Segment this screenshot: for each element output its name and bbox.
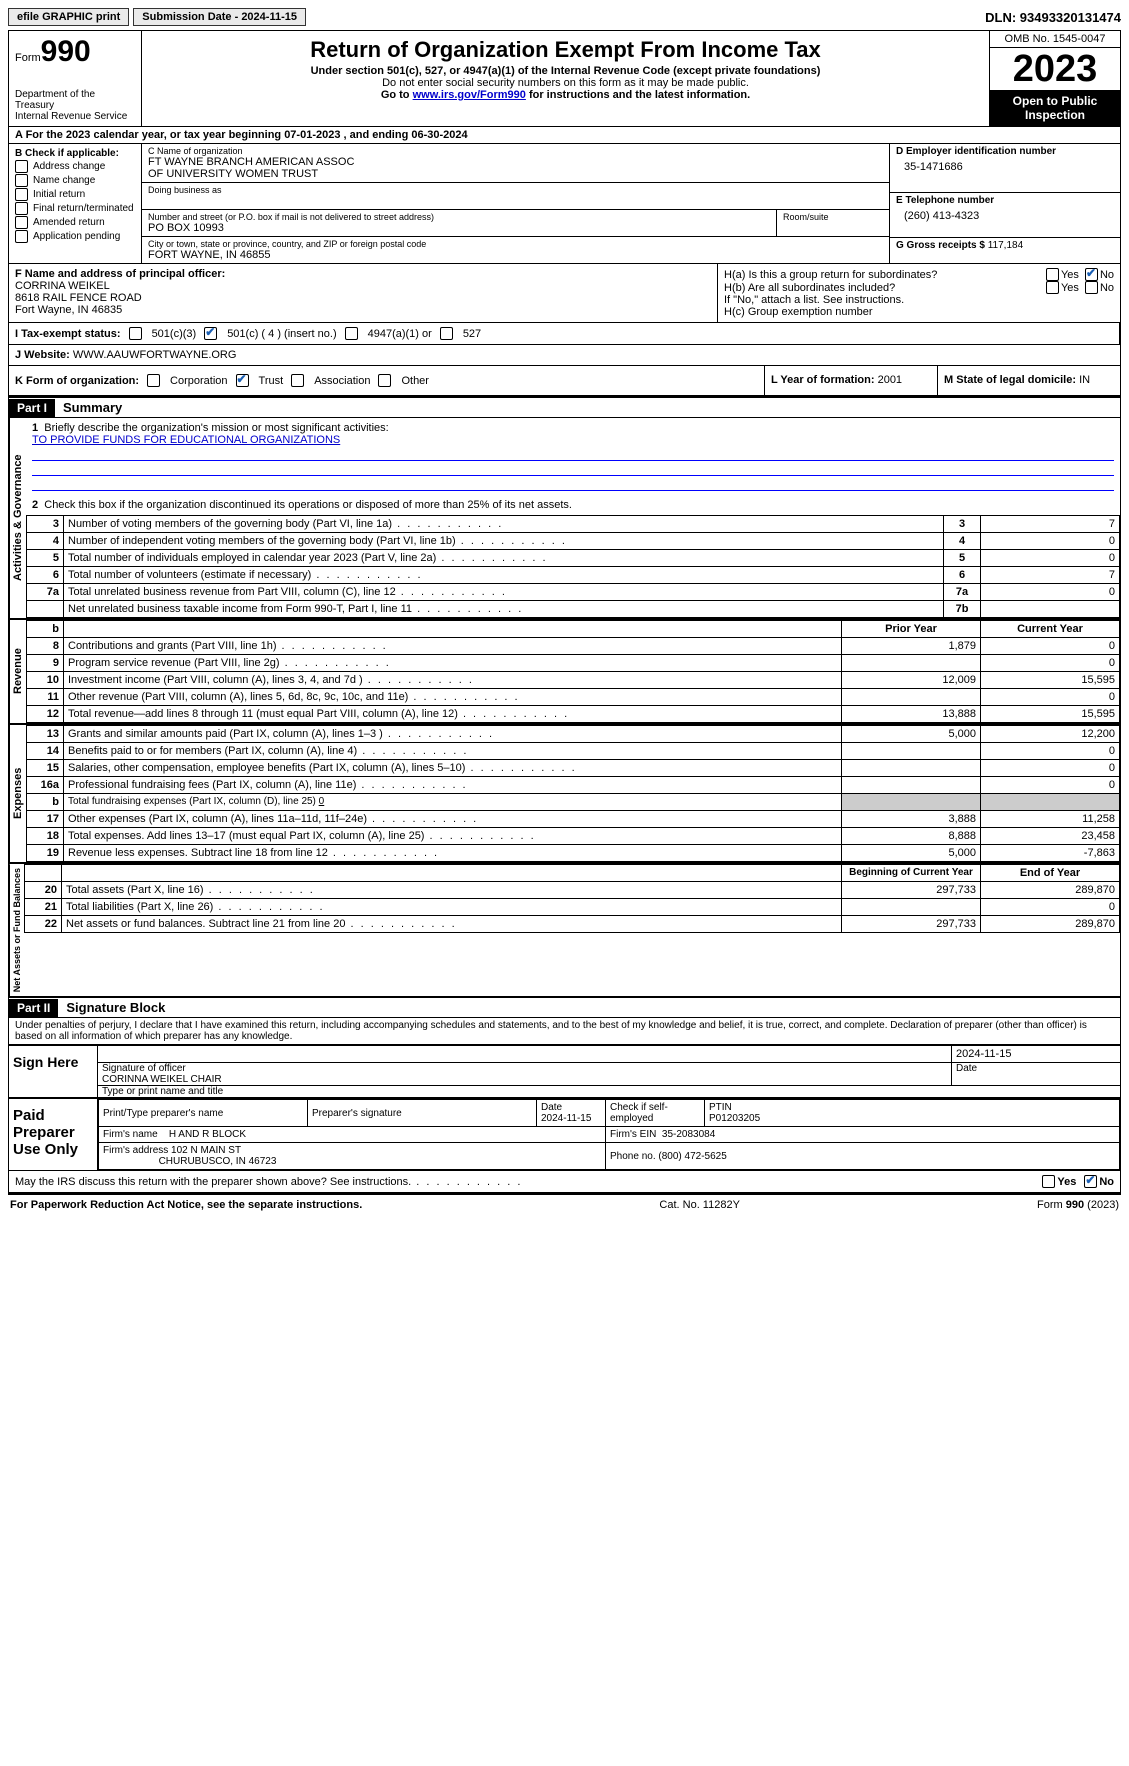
mission-link[interactable]: TO PROVIDE FUNDS FOR EDUCATIONAL ORGANIZ… — [32, 434, 340, 446]
501c-checkbox[interactable] — [204, 327, 217, 340]
form-title: Return of Organization Exempt From Incom… — [150, 37, 981, 63]
org-name-2: OF UNIVERSITY WOMEN TRUST — [148, 168, 883, 180]
ssn-warning: Do not enter social security numbers on … — [150, 77, 981, 89]
top-toolbar: efile GRAPHIC print Submission Date - 20… — [8, 8, 1121, 26]
phone-label: E Telephone number — [896, 195, 1114, 206]
irs-link[interactable]: www.irs.gov/Form990 — [413, 89, 526, 101]
dba-label: Doing business as — [148, 185, 883, 195]
application-pending-checkbox[interactable] — [15, 230, 28, 243]
hb-no-checkbox[interactable] — [1085, 281, 1098, 294]
ptin: P01203205 — [709, 1113, 760, 1124]
side-activities: Activities & Governance — [9, 418, 26, 618]
perjury-declaration: Under penalties of perjury, I declare th… — [9, 1017, 1120, 1044]
dln: DLN: 93493320131474 — [985, 10, 1121, 25]
officer-addr1: 8618 RAIL FENCE ROAD — [15, 292, 711, 304]
governance-table: 3Number of voting members of the governi… — [26, 515, 1120, 618]
part2-title: Signature Block — [58, 998, 173, 1017]
irs-discuss: May the IRS discuss this return with the… — [15, 1176, 1042, 1188]
527-checkbox[interactable] — [440, 327, 453, 340]
website: WWW.AAUWFORTWAYNE.ORG — [73, 349, 237, 361]
open-inspection: Open to Public Inspection — [990, 90, 1120, 126]
final-return-checkbox[interactable] — [15, 202, 28, 215]
gross-receipts: 117,184 — [988, 240, 1023, 251]
corporation-checkbox[interactable] — [147, 374, 160, 387]
4947-checkbox[interactable] — [345, 327, 358, 340]
firm-name: H AND R BLOCK — [169, 1129, 246, 1140]
tax-year: 2023 — [990, 48, 1120, 90]
hb-label: H(b) Are all subordinates included? — [724, 282, 1046, 294]
website-label: J Website: — [15, 349, 70, 361]
form-number: Form990 — [15, 35, 135, 69]
city-label: City or town, state or province, country… — [148, 239, 883, 249]
revenue-table: bPrior YearCurrent Year8Contributions an… — [26, 620, 1120, 723]
address-change-checkbox[interactable] — [15, 160, 28, 173]
omb-number: OMB No. 1545-0047 — [990, 31, 1120, 48]
association-checkbox[interactable] — [291, 374, 304, 387]
org-name-label: C Name of organization — [148, 146, 883, 156]
phone: (260) 413-4323 — [896, 206, 1114, 226]
instructions-line: Go to www.irs.gov/Form990 for instructio… — [150, 89, 981, 101]
firm-ein: 35-2083084 — [662, 1129, 715, 1140]
row-a-tax-year: A For the 2023 calendar year, or tax yea… — [9, 126, 1120, 144]
discuss-no-checkbox[interactable] — [1084, 1175, 1097, 1188]
paid-preparer-label: Paid Preparer Use Only — [9, 1099, 98, 1170]
form-subtitle: Under section 501(c), 527, or 4947(a)(1)… — [150, 65, 981, 77]
address: PO BOX 10993 — [148, 222, 770, 234]
state-domicile: IN — [1079, 374, 1090, 386]
paperwork-notice: For Paperwork Reduction Act Notice, see … — [10, 1199, 362, 1211]
officer-name: CORRINA WEIKEL — [15, 280, 711, 292]
org-name: FT WAYNE BRANCH AMERICAN ASSOC — [148, 156, 883, 168]
cat-no: Cat. No. 11282Y — [659, 1199, 740, 1211]
side-expenses: Expenses — [9, 725, 26, 862]
ha-label: H(a) Is this a group return for subordin… — [724, 269, 1046, 281]
hb-yes-checkbox[interactable] — [1046, 281, 1059, 294]
501c3-checkbox[interactable] — [129, 327, 142, 340]
amended-return-checkbox[interactable] — [15, 216, 28, 229]
part1-title: Summary — [55, 398, 130, 417]
other-checkbox[interactable] — [378, 374, 391, 387]
trust-checkbox[interactable] — [236, 374, 249, 387]
officer-label: F Name and address of principal officer: — [15, 268, 711, 280]
col-b-checkboxes: B Check if applicable: Address change Na… — [9, 144, 142, 263]
ein-label: D Employer identification number — [896, 146, 1114, 157]
form-footer: Form 990 (2023) — [1037, 1199, 1119, 1211]
discuss-yes-checkbox[interactable] — [1042, 1175, 1055, 1188]
part2-header: Part II — [9, 999, 58, 1017]
firm-phone: (800) 472-5625 — [658, 1151, 726, 1162]
initial-return-checkbox[interactable] — [15, 188, 28, 201]
netassets-table: Beginning of Current YearEnd of Year20To… — [24, 864, 1120, 933]
gross-receipts-label: G Gross receipts $ — [896, 240, 985, 251]
submission-date: Submission Date - 2024-11-15 — [133, 8, 306, 26]
dept-treasury: Department of the Treasury Internal Reve… — [15, 89, 135, 122]
year-formation: 2001 — [878, 374, 902, 386]
sign-here-label: Sign Here — [9, 1046, 98, 1097]
side-revenue: Revenue — [9, 620, 26, 723]
sign-date: 2024-11-15 — [951, 1046, 1120, 1062]
preparer-table: Print/Type preparer's name Preparer's si… — [98, 1099, 1120, 1170]
room-label: Room/suite — [783, 212, 883, 222]
ha-yes-checkbox[interactable] — [1046, 268, 1059, 281]
hb-note: If "No," attach a list. See instructions… — [724, 294, 1114, 306]
address-label: Number and street (or P.O. box if mail i… — [148, 212, 770, 222]
efile-button[interactable]: efile GRAPHIC print — [8, 8, 129, 26]
officer-addr2: Fort Wayne, IN 46835 — [15, 304, 711, 316]
i-label: I Tax-exempt status: — [15, 328, 121, 340]
k-label: K Form of organization: — [15, 375, 139, 387]
hc-label: H(c) Group exemption number — [724, 306, 1114, 318]
expenses-table: 13Grants and similar amounts paid (Part … — [26, 725, 1120, 862]
name-change-checkbox[interactable] — [15, 174, 28, 187]
ein: 35-1471686 — [896, 157, 1114, 177]
ha-no-checkbox[interactable] — [1085, 268, 1098, 281]
form-container: Form990 Department of the Treasury Inter… — [8, 30, 1121, 1193]
officer-signature-name: CORINNA WEIKEL CHAIR — [102, 1074, 947, 1085]
part1-header: Part I — [9, 399, 55, 417]
side-netassets: Net Assets or Fund Balances — [9, 864, 24, 996]
city: FORT WAYNE, IN 46855 — [148, 249, 883, 261]
